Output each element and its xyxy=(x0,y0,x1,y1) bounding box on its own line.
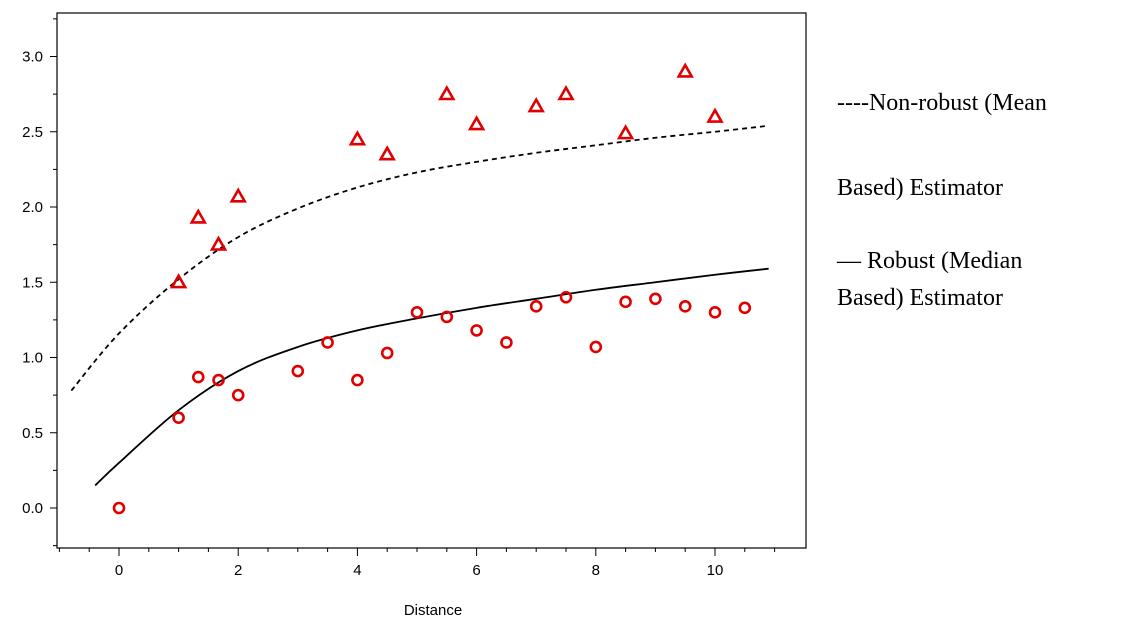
circle-point xyxy=(470,324,483,337)
circle-point xyxy=(559,290,573,304)
circle-point xyxy=(321,336,334,349)
data-points xyxy=(112,62,752,515)
triangle-point xyxy=(676,62,694,78)
y-tick-label: 0.0 xyxy=(22,500,43,517)
y-tick-label: 2.5 xyxy=(22,124,43,141)
circle-point xyxy=(678,300,692,313)
circle-point xyxy=(291,364,305,378)
triangle-point xyxy=(348,130,367,146)
legend-mean-line2: Based) Estimator xyxy=(837,175,1003,201)
circle-point xyxy=(619,295,632,309)
x-tick-label: 8 xyxy=(592,562,600,579)
circle-point xyxy=(738,301,752,315)
y-tick-label: 1.0 xyxy=(22,350,43,367)
circle-point xyxy=(112,501,126,515)
x-axis: 0 2 4 6 8 10 xyxy=(58,548,776,579)
y-tick-label: 1.5 xyxy=(22,274,43,291)
circle-point xyxy=(380,346,394,360)
triangle-point xyxy=(378,145,396,161)
x-axis-title: Distance xyxy=(404,602,462,619)
plot-frame xyxy=(56,12,807,549)
circle-point xyxy=(440,310,454,324)
triangle-point xyxy=(169,273,188,289)
circle-point xyxy=(212,373,225,387)
x-tick-label: 0 xyxy=(115,562,123,579)
circle-point xyxy=(351,373,364,387)
triangle-point xyxy=(229,187,247,203)
legend-median-line1: — Robust (Median xyxy=(836,248,1022,274)
legend: ----Non-robust (Mean Based) Estimator — … xyxy=(836,90,1047,311)
triangle-point xyxy=(616,124,635,140)
y-tick-label: 3.0 xyxy=(22,49,43,66)
x-tick-label: 10 xyxy=(707,562,724,579)
median-estimator-curve xyxy=(94,267,769,487)
triangle-point xyxy=(527,97,545,113)
mean-estimator-curve xyxy=(70,124,769,392)
legend-median-line2: Based) Estimator xyxy=(837,285,1003,311)
y-tick-label: 0.5 xyxy=(22,425,43,442)
triangle-point xyxy=(209,235,228,251)
legend-mean-line1: ----Non-robust (Mean xyxy=(837,90,1047,116)
triangle-point xyxy=(467,115,486,131)
circle-point xyxy=(649,292,662,306)
y-axis: 0.0 0.5 1.0 1.5 2.0 2.5 3.0 xyxy=(22,18,57,547)
circle-point xyxy=(708,306,722,319)
triangle-point xyxy=(438,85,456,101)
circle-point xyxy=(231,388,245,402)
circle-point xyxy=(589,340,603,354)
circle-point xyxy=(410,306,424,319)
y-tick-label: 2.0 xyxy=(22,199,43,216)
circle-point xyxy=(500,336,513,349)
triangle-point xyxy=(557,85,575,101)
x-tick-label: 2 xyxy=(234,562,242,579)
triangle-point xyxy=(706,107,724,123)
x-tick-label: 6 xyxy=(472,562,480,579)
triangle-point xyxy=(189,208,208,224)
circle-point xyxy=(529,300,543,313)
x-tick-label: 4 xyxy=(353,562,361,579)
fit-curves xyxy=(70,124,769,487)
circle-point xyxy=(172,411,185,425)
circle-point xyxy=(191,370,205,384)
